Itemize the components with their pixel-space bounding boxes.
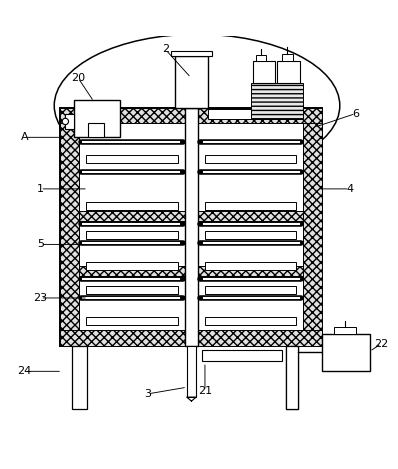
Bar [254,61,275,83]
Text: 4: 4 [346,184,353,194]
Bar [208,109,252,119]
Bar [65,113,74,129]
Text: 1: 1 [37,184,44,194]
Bar [86,202,178,210]
Bar [205,317,296,325]
Bar [202,349,282,362]
Text: 3: 3 [144,389,151,399]
Bar [72,346,87,409]
Text: 5: 5 [37,239,44,250]
Bar [322,333,369,371]
Bar [185,107,198,346]
Text: 21: 21 [198,386,212,396]
Bar [88,123,104,137]
Bar [60,331,322,346]
Bar [86,231,178,239]
Bar [334,326,356,333]
Bar [86,155,178,163]
Bar [303,107,322,346]
Bar [187,346,196,397]
Bar [205,231,296,239]
Bar [175,56,208,107]
Bar [86,262,178,270]
Bar [60,107,322,346]
Bar [86,317,178,325]
Bar [205,262,296,270]
Bar [60,107,79,346]
Text: 6: 6 [352,108,359,119]
Text: 23: 23 [33,293,47,303]
Text: 24: 24 [18,366,31,376]
Bar [79,266,303,276]
Bar [277,61,300,83]
Bar [252,83,303,119]
Text: 22: 22 [374,339,388,348]
Bar [282,54,293,61]
Circle shape [62,118,68,125]
Bar [171,51,212,56]
Text: 20: 20 [71,73,85,83]
Bar [74,99,120,137]
Bar [286,346,298,409]
Bar [60,107,322,123]
Bar [205,286,296,294]
Text: 2: 2 [162,44,169,54]
Bar [86,286,178,294]
Bar [79,211,303,220]
Bar [205,155,296,163]
Bar [286,346,298,409]
Bar [256,55,266,61]
Text: A: A [21,132,28,142]
Bar [205,202,296,210]
